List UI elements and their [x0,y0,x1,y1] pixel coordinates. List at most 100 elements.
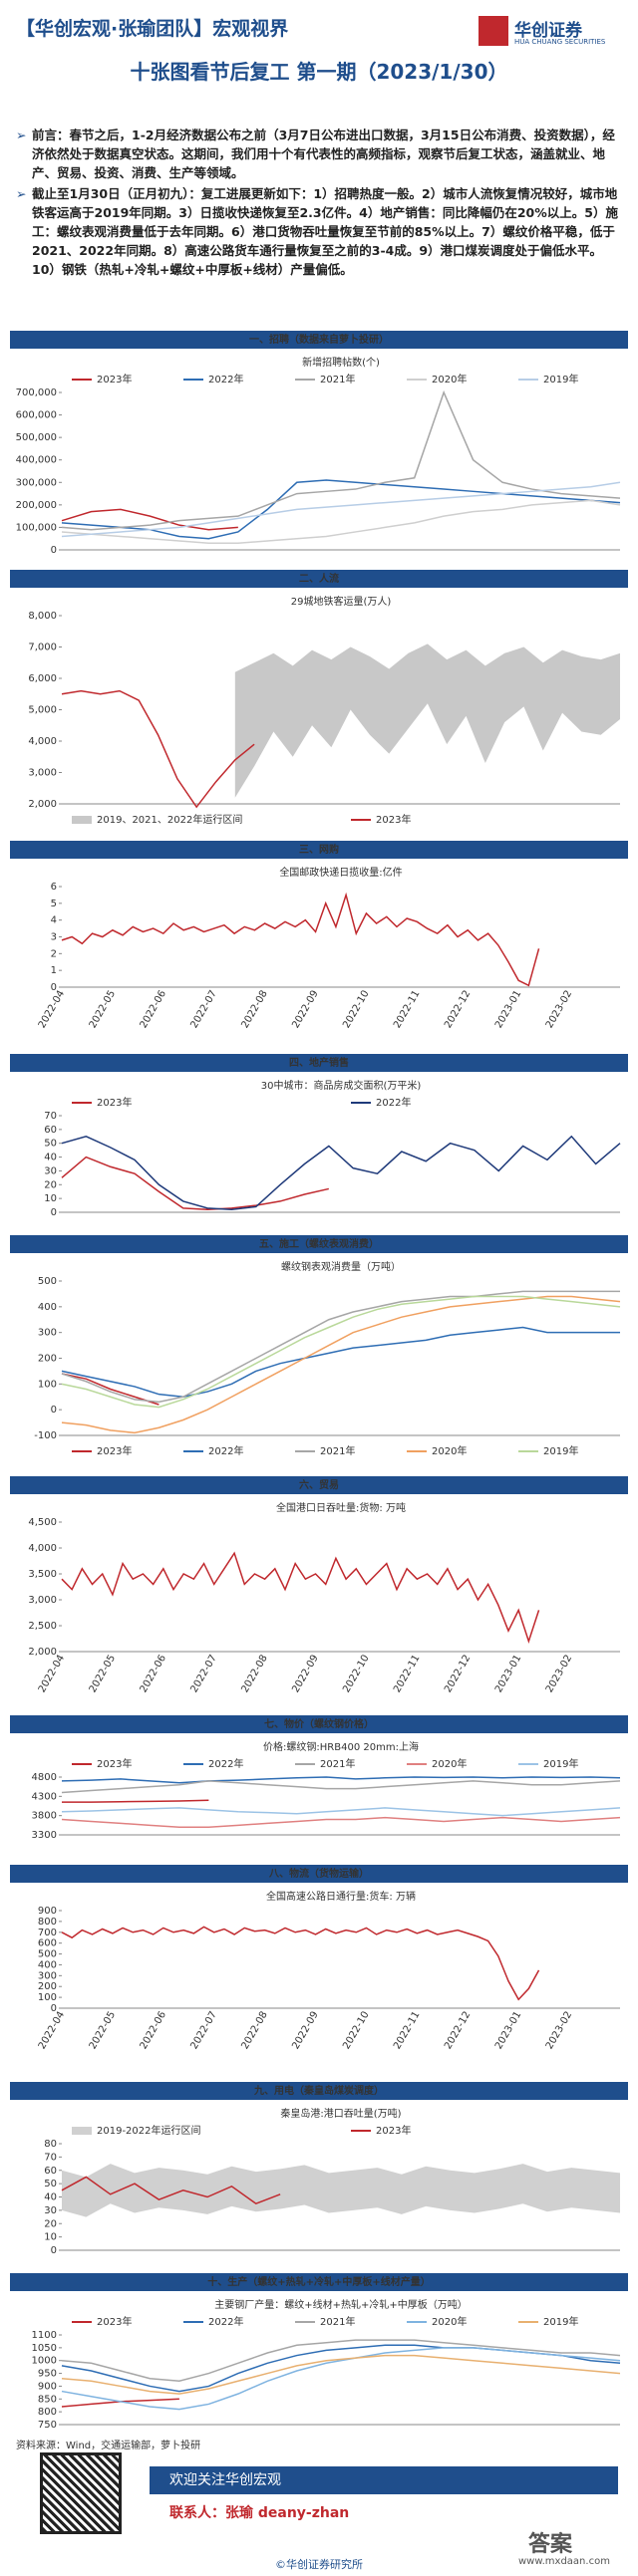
chart-title: 全国港口日吞吐量:货物: 万吨 [276,1501,406,1514]
y-tick-label: 950 [38,2369,57,2380]
y-tick-label: 3,000 [28,768,57,779]
y-tick-label: 6,000 [28,673,57,684]
legend-label: 2021年 [320,2315,355,2328]
legend-label: 2020年 [432,1757,467,1770]
y-tick-label: 20 [44,1179,57,1190]
y-tick-label: 400 [38,1302,57,1313]
section-bar [10,2273,628,2291]
line [61,2339,621,2383]
y-tick-label: 500,000 [16,432,57,443]
y-tick-label: 3,500 [28,1569,57,1580]
section-title: 五、施工（螺纹表观消费） [259,1237,379,1250]
section-bar [10,2082,628,2100]
y-tick-label: -100 [34,1430,57,1441]
line [61,479,621,540]
y-tick-label: 700 [38,1928,57,1938]
y-tick-label: 100 [38,1379,57,1390]
section-bar [10,1476,628,1494]
line [61,508,238,531]
y-tick-label: 2 [51,948,57,959]
x-tick-label: 2022-12 [443,1654,473,1695]
y-tick-label: 500 [38,1949,57,1960]
y-tick-label: 400 [38,1959,57,1970]
range-band [62,2164,620,2217]
section-bar [10,331,628,349]
legend-label: 2023年 [97,1757,132,1770]
legend-label: 2023年 [97,2315,132,2328]
watermark-url: www.mxdaan.com [518,2556,610,2567]
y-tick-label: 2,000 [28,799,57,810]
section-bar [10,1715,628,1733]
y-tick-label: 4,000 [28,1543,57,1554]
x-tick-label: 2023-02 [544,2010,574,2052]
legend-label: 2020年 [432,1444,467,1457]
y-tick-label: 4300 [32,1791,57,1802]
y-tick-label: 800 [38,2407,57,2418]
legend-label: 2023年 [376,2124,411,2137]
y-tick-label: 0 [51,2245,57,2256]
y-tick-label: 2,000 [28,1647,57,1658]
y-tick-label: 1000 [32,2356,57,2367]
line [61,389,621,531]
line [61,2176,281,2205]
y-tick-label: 4800 [32,1772,57,1783]
y-tick-label: 60 [44,2166,57,2177]
section-title: 七、物价（螺纹钢价格） [264,1717,374,1730]
y-tick-label: 10 [44,1193,57,1204]
follow-banner: 欢迎关注华创宏观 [150,2466,618,2494]
chart-title: 秦皇岛港:港口吞吐量(万吨) [280,2107,401,2120]
legend-label: 2019-2022年运行区间 [97,2124,201,2137]
x-tick-label: 2023-01 [493,1654,523,1695]
y-tick-label: 40 [44,2192,57,2203]
y-tick-label: 80 [44,2139,57,2150]
x-tick-label: 2022-06 [139,1654,168,1695]
line [61,499,621,544]
legend-label: 2021年 [320,1444,355,1457]
y-tick-label: 800 [38,1917,57,1928]
line [61,1135,621,1210]
y-tick-label: 850 [38,2394,57,2405]
section-title: 八、物流（货物运输） [268,1867,369,1880]
line [61,2398,179,2408]
y-tick-label: 0 [51,2003,57,2014]
legend-label: 2020年 [432,2315,467,2328]
line [61,1295,621,1434]
line [61,1776,621,1784]
section-bar [10,841,628,859]
line [61,1807,621,1817]
x-tick-label: 2022-09 [290,1654,320,1695]
y-tick-label: 50 [44,1139,57,1150]
section-title: 三、网购 [299,843,339,856]
x-tick-label: 2022-07 [188,2010,218,2052]
line [61,2354,621,2395]
legend-label: 2022年 [208,1444,243,1457]
line [61,481,621,538]
y-tick-label: 20 [44,2218,57,2229]
y-tick-label: 4,000 [28,736,57,747]
x-tick-label: 2022-11 [392,1654,422,1695]
y-tick-label: 0 [51,982,57,993]
y-tick-label: 4 [51,915,57,926]
legend-label: 2019年 [543,2315,578,2328]
line [61,1295,621,1409]
section-title: 四、地产销售 [289,1056,349,1069]
y-tick-label: 2,500 [28,1621,57,1632]
x-tick-label: 2022-12 [443,2010,473,2052]
line [61,1326,620,1399]
x-tick-label: 2022-07 [188,989,218,1031]
logo-text: 华创证券 [514,21,582,41]
legend-label: 2019、2021、2022年运行区间 [97,813,242,826]
y-tick-label: 4,500 [28,1517,57,1528]
y-tick-label: 200 [38,1354,57,1365]
y-tick-label: 600,000 [16,410,57,421]
x-tick-label: 2023-02 [544,1654,574,1695]
copyright: ©华创证券研究所 [275,2558,363,2571]
x-tick-label: 2022-10 [341,2010,371,2052]
section-bar [10,1054,628,1072]
header-title: 【华创宏观·张瑜团队】宏观视界 [16,18,289,40]
y-tick-label: 100 [38,1992,57,2003]
x-tick-label: 2022-11 [392,2010,422,2052]
legend-label: 2022年 [208,2315,243,2328]
